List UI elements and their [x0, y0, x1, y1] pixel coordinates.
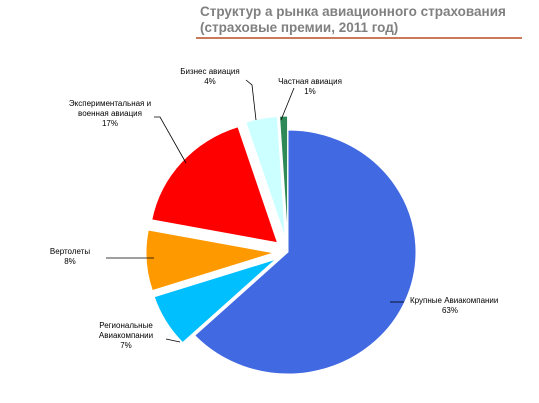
leader-line-4	[154, 116, 187, 164]
slice-percent-label-4: 17%	[102, 119, 118, 128]
leader-line-5	[245, 79, 257, 121]
chart-title-line-2: (страховые премии, 2011 год)	[200, 20, 399, 35]
slice-percent-label-1: 63%	[442, 306, 458, 315]
leader-lines	[106, 79, 404, 343]
slice-name-label-6: Частная авиация	[278, 77, 342, 86]
slice-percent-label-2: 7%	[120, 341, 132, 350]
leader-line-2	[165, 338, 181, 343]
slice-name-label-2: Региональные	[99, 321, 153, 330]
slice-name-label-2: Авиакомпании	[99, 331, 153, 340]
slice-name-label-3: Вертолеты	[50, 247, 90, 256]
slice-percent-label-6: 1%	[304, 87, 316, 96]
slice-name-label-4: военная авиация	[78, 109, 142, 118]
pie-slice-1	[193, 129, 417, 375]
slice-name-label-1: Крупные Авиакомпании	[410, 296, 498, 305]
slice-name-label-4: Экспериментальная и	[69, 99, 151, 108]
title-underline	[196, 37, 522, 39]
slice-percent-label-5: 4%	[204, 77, 216, 86]
pie-slice-4	[151, 126, 279, 244]
chart-title-line-1: Структур а рынка авиационного страховани…	[200, 4, 506, 19]
pie-slice-5	[245, 115, 286, 239]
pie-slices	[145, 115, 417, 375]
slice-name-label-5: Бизнес авиация	[180, 67, 239, 76]
pie-slice-2	[153, 258, 277, 344]
pie-slice-6	[278, 115, 289, 239]
slice-percent-label-3: 8%	[64, 257, 76, 266]
leader-line-6	[280, 87, 295, 121]
pie-slice-3	[145, 229, 275, 292]
